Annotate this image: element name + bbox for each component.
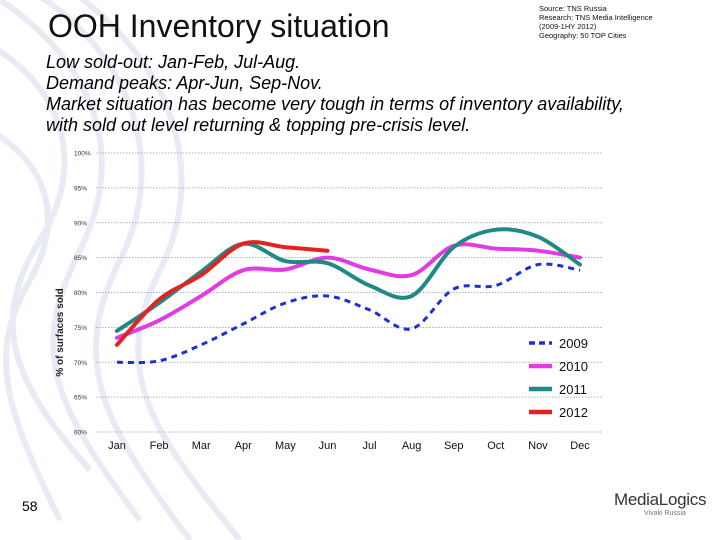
series-lines (115, 227, 582, 365)
x-tick-label: Jul (363, 440, 377, 452)
x-tick-label: Feb (150, 440, 169, 452)
background-watermark (0, 0, 243, 540)
legend-label-2009: 2009 (559, 336, 588, 351)
page-title: OOH Inventory situation (48, 8, 390, 44)
y-tick-label: 70% (74, 360, 87, 367)
x-tick-label: Apr (235, 440, 252, 452)
source-note: Source: TNS Russia Research: TNS Media I… (539, 4, 717, 40)
source-line: Source: TNS Russia (539, 4, 607, 13)
page-number: 58 (22, 498, 38, 514)
x-tick-label: Nov (528, 440, 548, 452)
series-line-2010 (115, 242, 582, 340)
y-tick-label: 90% (74, 220, 87, 227)
source-line: Geography: 50 TOP Cities (539, 31, 627, 40)
y-axis-title: % of surfaces sold (55, 288, 66, 376)
x-tick-label: Oct (487, 440, 504, 452)
y-tick-label: 100% (74, 151, 91, 158)
x-tick-label: Sep (444, 440, 464, 452)
legend: 2009 2010 2011 2012 (529, 336, 588, 420)
grid-lines (96, 152, 602, 433)
subtitle-line: Demand peaks: Apr-Jun, Sep-Nov. (46, 73, 323, 93)
x-tick-label: Mar (192, 440, 211, 452)
series-line-2011 (115, 227, 582, 333)
x-tick-label: Jun (319, 440, 337, 452)
y-tick-label: 65% (74, 395, 87, 402)
y-tick-label: 85% (74, 255, 87, 262)
subtitle-line: Market situation has become very tough i… (46, 94, 624, 114)
legend-label-2011: 2011 (559, 382, 587, 397)
y-tick-label: 80% (74, 290, 87, 297)
legend-label-2012: 2012 (559, 405, 588, 420)
series-line-2012 (115, 240, 330, 347)
x-tick-label: May (275, 440, 296, 452)
subtitle-text: Low sold-out: Jan-Feb, Jul-Aug. Demand p… (46, 52, 716, 136)
logo-text: MediaLogics (614, 490, 707, 509)
series-line-2009 (116, 262, 581, 365)
x-tick-label: Dec (570, 440, 590, 452)
axis-labels: 60% 65% 70% 75% 80% 85% 90% 95% 100% % of surface… (55, 151, 590, 453)
logo-subtext: Vivaki Russia (644, 510, 686, 517)
company-logo: MediaLogics Vivaki Russia (614, 490, 706, 517)
source-line: Research: TNS Media Intelligence (539, 13, 653, 22)
source-line: (2009-1HY 2012) (539, 22, 597, 31)
subtitle-line: Low sold-out: Jan-Feb, Jul-Aug. (46, 52, 301, 72)
subtitle-line: with sold out level returning & topping … (46, 115, 471, 135)
y-tick-label: 75% (74, 325, 87, 332)
x-tick-label: Aug (402, 440, 422, 452)
legend-label-2010: 2010 (559, 359, 588, 374)
y-tick-label: 60% (74, 430, 87, 437)
y-tick-label: 95% (74, 185, 87, 192)
x-tick-label: Jan (108, 440, 126, 452)
